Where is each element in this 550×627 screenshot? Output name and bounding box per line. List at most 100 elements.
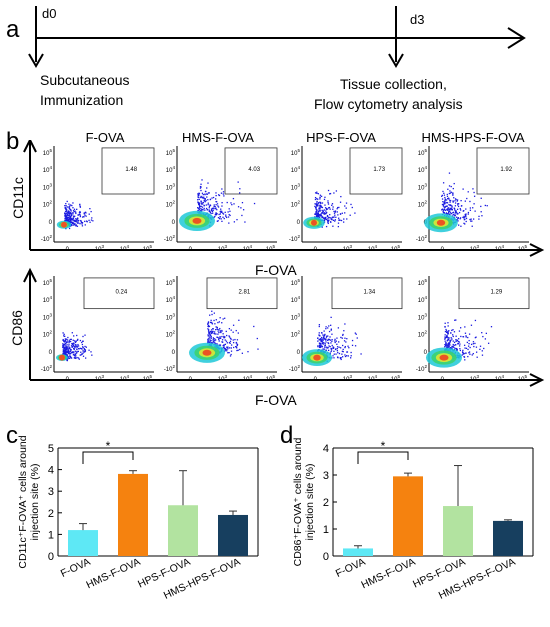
event-dot — [332, 347, 335, 350]
event-dot — [459, 208, 461, 210]
event-dot — [315, 205, 318, 207]
event-dot — [198, 207, 201, 209]
event-dot — [198, 198, 200, 201]
y-tick-label: 2 — [323, 497, 329, 509]
event-dot — [323, 219, 326, 222]
event-dot — [341, 353, 343, 355]
event-dot — [462, 336, 464, 338]
event-dot — [237, 181, 239, 183]
event-dot — [442, 200, 444, 203]
plot-y-tick-label: -102 — [416, 364, 428, 373]
event-dot — [230, 347, 232, 349]
event-dot — [344, 354, 346, 356]
event-dot — [470, 343, 473, 346]
event-dot — [468, 352, 470, 354]
event-dot — [228, 327, 231, 330]
event-dot — [463, 222, 465, 225]
event-dot — [77, 222, 80, 224]
event-dot — [343, 340, 346, 342]
event-dot — [441, 198, 444, 200]
event-dot — [324, 218, 326, 220]
event-dot — [220, 208, 222, 210]
event-dot — [207, 324, 210, 327]
event-dot — [442, 190, 444, 193]
event-dot — [346, 218, 348, 220]
event-dot — [344, 345, 346, 348]
event-dot — [90, 219, 93, 221]
event-dot — [323, 335, 325, 337]
event-dot — [328, 206, 331, 209]
event-dot — [67, 220, 69, 222]
event-dot — [210, 209, 213, 212]
plot-x-tick-label: 0 — [189, 377, 193, 383]
event-dot — [321, 206, 323, 208]
event-dot — [214, 343, 217, 345]
event-dot — [319, 196, 321, 199]
event-dot — [198, 202, 200, 205]
event-dot — [74, 356, 76, 358]
event-dot — [210, 332, 213, 334]
event-dot — [75, 225, 77, 227]
event-dot — [218, 321, 221, 323]
event-dot — [199, 202, 201, 204]
event-dot — [208, 332, 210, 334]
event-dot — [333, 350, 335, 353]
event-dot — [83, 213, 85, 215]
event-dot — [465, 352, 467, 354]
event-dot — [455, 210, 457, 212]
event-dot — [79, 214, 81, 216]
event-dot — [454, 200, 456, 202]
event-dot — [198, 209, 200, 211]
plot-y-tick-label: 102 — [43, 200, 53, 209]
event-dot — [72, 218, 74, 220]
event-dot — [346, 338, 348, 340]
event-dot — [467, 213, 469, 215]
event-dot — [472, 207, 474, 209]
event-dot — [442, 211, 445, 214]
event-dot — [81, 341, 83, 344]
event-dot — [65, 346, 67, 348]
event-dot — [454, 209, 456, 211]
event-dot — [336, 343, 338, 345]
event-dot — [320, 345, 322, 347]
event-dot — [327, 338, 330, 340]
event-dot — [64, 339, 67, 341]
event-dot — [77, 220, 79, 222]
event-dot — [70, 209, 72, 211]
event-dot — [200, 200, 202, 202]
event-dot — [339, 201, 342, 203]
event-dot — [325, 328, 327, 330]
event-dot — [324, 218, 327, 220]
event-dot — [332, 208, 334, 210]
event-dot — [83, 351, 86, 353]
event-dot — [445, 345, 447, 347]
event-dot — [226, 342, 228, 344]
event-dot — [69, 221, 72, 223]
event-dot — [76, 350, 78, 353]
event-dot — [207, 340, 209, 342]
event-dot — [326, 215, 329, 217]
plot-x-tick-label: 0 — [314, 247, 318, 253]
event-dot — [76, 222, 79, 224]
event-dot — [230, 344, 233, 346]
event-dot — [221, 335, 223, 338]
event-dot — [68, 351, 70, 353]
event-dot — [323, 330, 325, 332]
event-dot — [443, 206, 445, 208]
event-dot — [317, 202, 320, 204]
event-dot — [236, 218, 238, 221]
event-dot — [71, 343, 74, 346]
plot-x-tick-label: 104 — [120, 244, 130, 253]
event-dot — [335, 216, 337, 218]
event-dot — [209, 211, 212, 214]
gate-box — [458, 277, 530, 310]
plot-x-tick-label: 105 — [143, 244, 153, 253]
event-dot — [71, 346, 73, 348]
event-dot — [467, 345, 470, 347]
event-dot — [469, 218, 471, 221]
event-dot — [69, 213, 71, 215]
event-dot — [463, 356, 466, 358]
event-dot — [452, 340, 454, 342]
plot-x-tick-label: 0 — [189, 247, 193, 253]
event-dot — [224, 349, 226, 351]
